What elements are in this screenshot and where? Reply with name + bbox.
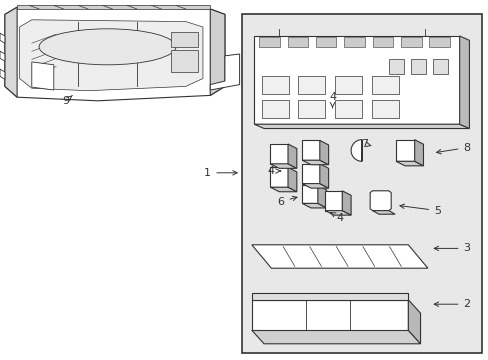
Bar	[400, 37, 421, 47]
Text: 9: 9	[62, 95, 72, 106]
Polygon shape	[302, 160, 328, 165]
Polygon shape	[5, 7, 17, 97]
Polygon shape	[17, 5, 210, 9]
Bar	[287, 37, 307, 47]
Polygon shape	[319, 164, 328, 188]
Polygon shape	[251, 330, 420, 344]
Polygon shape	[251, 300, 407, 330]
Polygon shape	[254, 124, 468, 129]
Polygon shape	[210, 54, 239, 90]
Bar	[315, 37, 336, 47]
Polygon shape	[317, 185, 326, 208]
Polygon shape	[302, 185, 317, 203]
Polygon shape	[0, 69, 5, 79]
Polygon shape	[210, 9, 224, 95]
Polygon shape	[302, 184, 328, 188]
Polygon shape	[270, 164, 296, 168]
Bar	[371, 100, 398, 118]
Text: 5: 5	[399, 204, 440, 216]
Bar	[334, 100, 361, 118]
Polygon shape	[5, 7, 224, 101]
Text: 1: 1	[204, 168, 237, 178]
Text: 4: 4	[330, 212, 343, 223]
Polygon shape	[342, 191, 350, 215]
Polygon shape	[414, 140, 423, 166]
Polygon shape	[302, 140, 319, 160]
Polygon shape	[270, 187, 296, 192]
Polygon shape	[287, 144, 296, 168]
Bar	[261, 100, 288, 118]
Polygon shape	[369, 191, 390, 211]
Text: 7: 7	[360, 139, 370, 149]
Polygon shape	[0, 51, 5, 61]
Bar	[242, 14, 481, 353]
Polygon shape	[302, 164, 319, 184]
Bar	[171, 32, 198, 47]
Polygon shape	[270, 144, 287, 164]
Bar	[410, 59, 426, 74]
Polygon shape	[319, 140, 328, 165]
Text: 6: 6	[277, 196, 296, 207]
Text: 3: 3	[433, 243, 469, 253]
Polygon shape	[395, 161, 423, 166]
Polygon shape	[350, 140, 361, 161]
Polygon shape	[254, 36, 459, 124]
Polygon shape	[251, 293, 407, 300]
Bar	[428, 37, 449, 47]
Polygon shape	[372, 211, 394, 214]
Text: 8: 8	[436, 143, 469, 154]
Bar	[259, 37, 279, 47]
Polygon shape	[20, 20, 203, 91]
Bar	[298, 100, 325, 118]
Polygon shape	[287, 167, 296, 192]
Text: 2: 2	[433, 299, 469, 309]
Polygon shape	[32, 62, 54, 90]
Ellipse shape	[39, 29, 176, 65]
Polygon shape	[325, 191, 342, 211]
Polygon shape	[251, 245, 427, 268]
Bar	[388, 59, 404, 74]
Polygon shape	[0, 33, 5, 43]
Bar	[298, 76, 325, 94]
Polygon shape	[302, 203, 326, 208]
Text: 4: 4	[328, 92, 335, 108]
Bar	[371, 76, 398, 94]
Polygon shape	[459, 36, 468, 129]
Bar	[261, 76, 288, 94]
Bar	[344, 37, 364, 47]
Polygon shape	[395, 140, 414, 161]
Polygon shape	[407, 300, 420, 344]
Polygon shape	[325, 211, 350, 215]
Bar	[334, 76, 361, 94]
Polygon shape	[270, 167, 287, 187]
Text: 4: 4	[267, 166, 280, 176]
Bar	[372, 37, 392, 47]
Bar	[432, 59, 447, 74]
Bar	[171, 50, 198, 72]
